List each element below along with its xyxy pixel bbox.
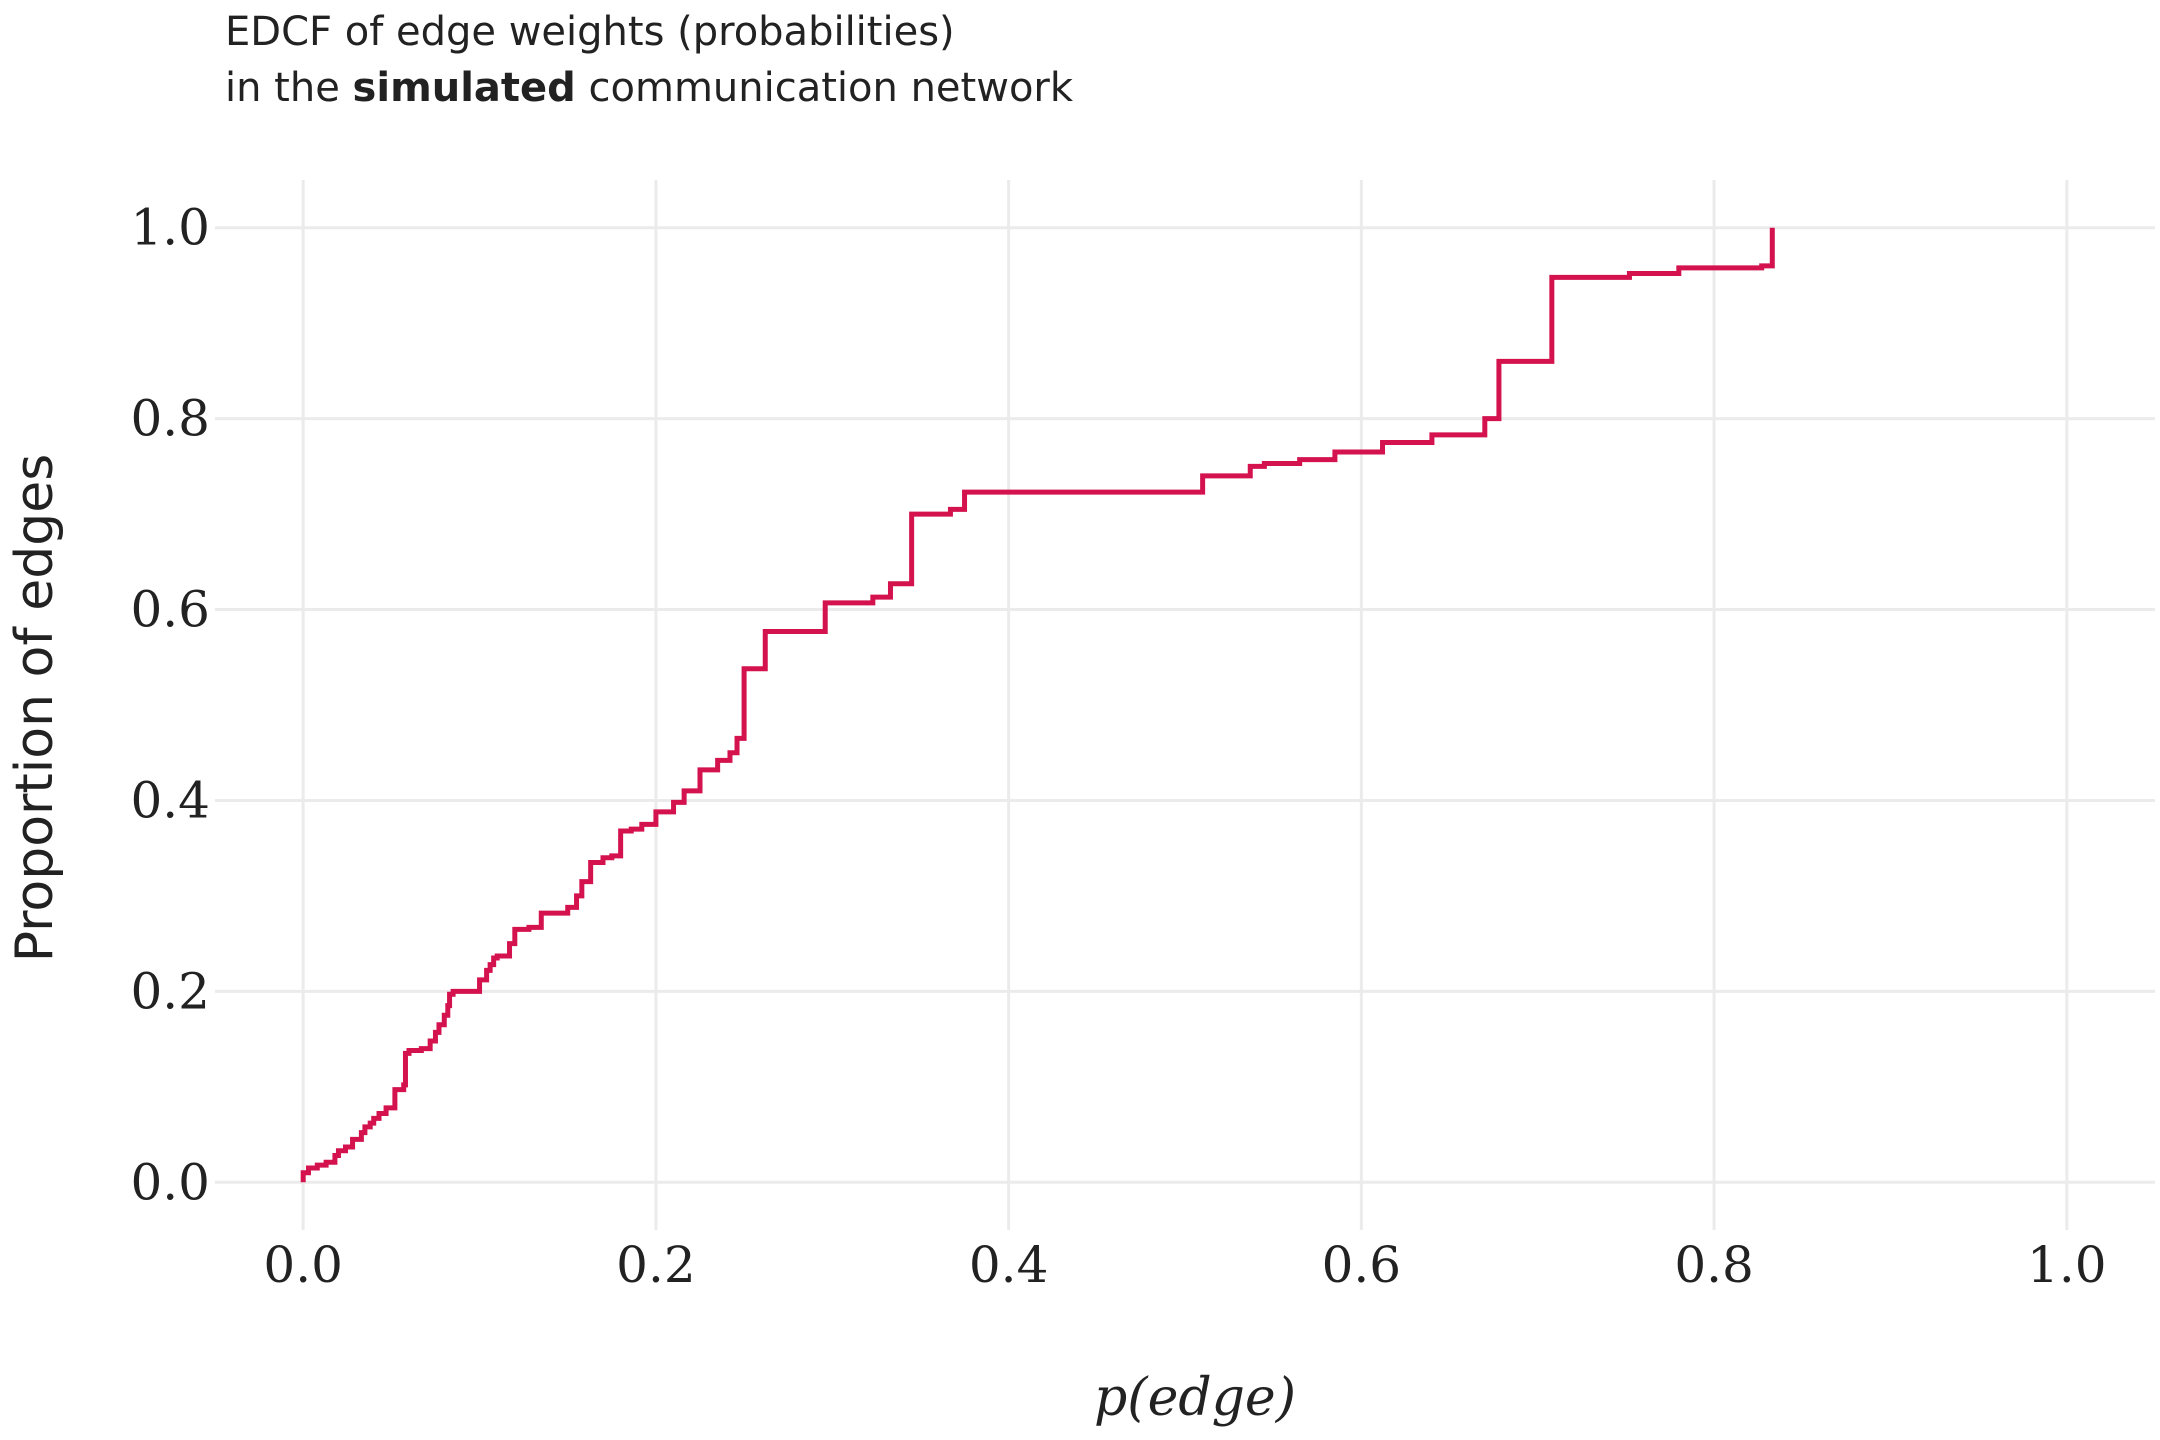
y-tick-label: 0.4 bbox=[130, 771, 210, 829]
y-tick-label: 0.2 bbox=[130, 962, 210, 1020]
x-axis-title: p(edge) bbox=[1094, 1368, 1296, 1428]
y-tick-label: 0.8 bbox=[130, 390, 210, 448]
chart-title-suffix: communication network bbox=[588, 65, 1074, 111]
grid-lines bbox=[215, 180, 2155, 1230]
chart-title-line-2: in the simulated communication network bbox=[225, 68, 1073, 108]
x-tick-label: 0.4 bbox=[969, 1236, 1049, 1294]
series-layer bbox=[300, 227, 1775, 1183]
tick-labels: 0.0 0.2 0.4 0.6 0.8 1.0 0.0 0.2 0.4 0.6 0.8 1.0 bbox=[130, 199, 2106, 1294]
x-tick-label: 0.8 bbox=[1674, 1236, 1754, 1294]
chart-title-prefix: in the bbox=[225, 65, 340, 111]
x-tick-label: 0.2 bbox=[616, 1236, 696, 1294]
chart-title-text-1: EDCF of edge weights (probabilities) bbox=[225, 9, 955, 55]
y-tick-label: 1.0 bbox=[130, 199, 210, 257]
x-tick-label: 1.0 bbox=[2027, 1236, 2107, 1294]
x-tick-label: 0.0 bbox=[263, 1236, 343, 1294]
y-axis-title: Proportion of edges bbox=[5, 454, 65, 963]
chart-title-line-1: EDCF of edge weights (probabilities) bbox=[225, 12, 955, 52]
ecdf-step-line bbox=[300, 227, 1775, 1183]
y-tick-label: 0.0 bbox=[130, 1153, 210, 1211]
chart-title-bold: simulated bbox=[352, 65, 576, 111]
x-tick-label: 0.6 bbox=[1322, 1236, 1402, 1294]
y-tick-label: 0.6 bbox=[130, 581, 210, 639]
